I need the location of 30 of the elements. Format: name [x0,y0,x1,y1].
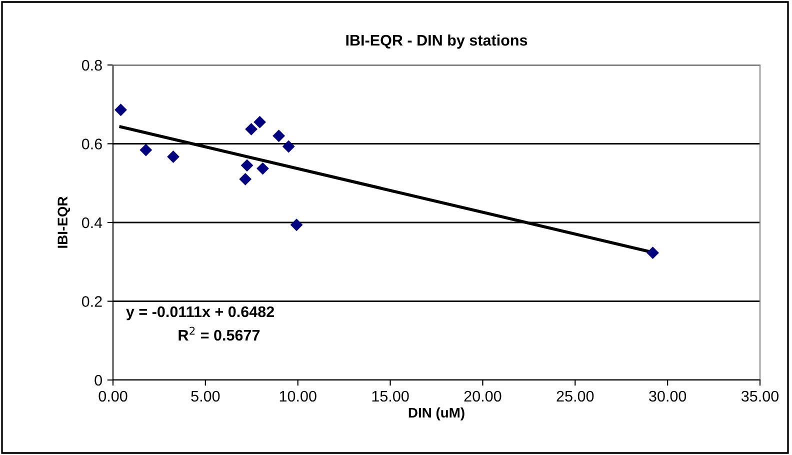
chart-title: IBI-EQR - DIN by stations [346,34,528,49]
x-axis-title: DIN (uM) [408,407,464,420]
annotation: y = -0.0111x + 0.6482 [126,306,274,320]
y-tick-label: 0 [94,374,102,386]
annotation: R$^{2}$ = 0.5677 [178,326,260,341]
x-tick-label: 5.00 [191,390,220,402]
y-tick-label: 0.4 [82,217,102,228]
point [245,122,258,136]
point [646,246,659,260]
x-tick-label: 0.00 [98,390,128,402]
x-tick-label: 10.00 [280,390,316,402]
point [114,104,127,116]
point [239,172,252,186]
point [256,162,269,175]
x-tick-label: 30.00 [649,390,686,402]
y-axis-title: IBI-EQR [58,196,70,248]
x-tick-label: 25.00 [556,390,594,402]
point [290,218,303,232]
point [240,159,254,172]
point [254,116,266,128]
point [272,130,286,142]
x-tick-label: 20.00 [464,390,502,402]
y-tick-label: 0.8 [82,60,102,71]
x-tick-label: 15.00 [372,390,409,402]
x-tick-label: 35.00 [741,390,779,402]
point [140,144,152,156]
y-tick-label: 0.2 [82,296,102,307]
point [282,140,295,153]
point [167,150,180,163]
y-tick-label: 0.6 [82,138,102,150]
